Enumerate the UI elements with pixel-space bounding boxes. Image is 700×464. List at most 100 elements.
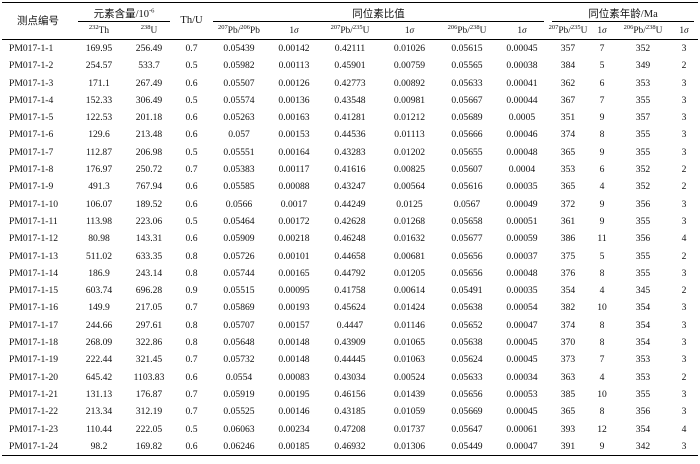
ratio-pb207-u235-cell: 0.43034 [334,371,366,383]
u238-cell: 169.82 [124,437,174,457]
th232-cell: 603.74 [85,285,113,297]
th232-cell: 113.98 [85,215,113,227]
u238-header: 238U [124,22,174,40]
ratio-pb206-u238-sigma-cell: 0.00051 [506,215,538,227]
slash-b: / [350,25,353,36]
ratio-pb207-u235-sigma-cell: 0.01306 [381,437,438,457]
age-pb207-u235-cell: 365 [560,181,576,193]
table-row: PM017-1-7 112.87 206.98 0.5 0.05551 0.00164 0.… [2,144,698,161]
slash-a: / [237,25,241,36]
ratio-pb207-u235-sigma-cell: 0.00825 [393,164,426,176]
age-pb207-u235-cell: 372 [560,198,576,210]
ratio-pb206-u238-sigma-cell: 0.00045 [506,354,538,366]
th-u-cell: 0.6 [185,129,198,141]
slash-c: / [467,25,470,36]
age-pb207-u235-sigma-cell: 9 [599,112,605,124]
ratio-pb207-u235-sigma-cell: 0.01202 [393,146,426,158]
ratio-pb207-u235-cell: 0.44658 [334,250,366,262]
age-pb207-u235-cell: 375 [560,250,576,262]
age-pb207-u235-sigma-cell: 10 [597,388,607,400]
ratio-pb206-u238-sigma-cell: 0.00044 [506,94,538,106]
ratio-pb206-u238-sigma-cell: 0.00047 [496,437,548,457]
u238-cell: 250.72 [135,164,163,176]
age-pb206-u238-sigma-cell: 3 [681,198,687,210]
ratio-pb207-pb206-cell: 0.05383 [223,164,255,176]
table-row: PM017-1-11 113.98 223.06 0.5 0.05464 0.00172 0… [2,213,698,230]
th-u-cell: 0.7 [185,406,198,418]
ratio-pb207-pb206-sigma-cell: 0.00083 [278,371,310,383]
sample-id-cell: PM017-1-3 [9,77,54,89]
ratio-pb207-u235-sigma-cell: 0.00981 [393,94,426,106]
sample-id-header: 测点编号 [2,2,74,40]
ratio-pb207-u235-sigma-cell: 0.01424 [393,302,426,314]
th232-cell: 213.34 [85,406,113,418]
age-pb207-u235-cell: 393 [560,423,576,435]
ratio-pb207-u235-cell: 0.42628 [334,215,366,227]
age-pb206-u238-cell: 345 [635,285,651,297]
u238-cell: 297.61 [135,319,163,331]
table-row: PM017-1-4 152.33 306.49 0.5 0.05574 0.00136 0.… [2,92,698,109]
u-symbol-c: U [580,25,588,36]
u238-cell: 312.19 [135,406,163,418]
ratio-pb206-u238-sigma-cell: 0.00045 [506,337,538,349]
ratio-pb206-u238-cell: 0.05624 [451,354,483,366]
age-pb206-u238-sigma-cell: 3 [681,302,687,314]
sample-id-cell: PM017-1-20 [9,371,59,383]
age-pb207-u235-cell: 374 [560,319,576,331]
ratio-pb207-pb206-sigma-cell: 0.00164 [278,146,310,158]
ratio-pb207-u235-cell: 0.44792 [334,267,366,279]
age-pb206-u238-sigma-cell: 2 [681,181,687,193]
sample-id-cell: PM017-1-8 [9,164,54,176]
ratio-pb207-u235-cell: 0.44536 [334,129,366,141]
table-row: PM017-1-14 186.9 243.14 0.8 0.05744 0.00165 0.… [2,265,698,282]
table-body: PM017-1-1 169.95 256.49 0.7 0.05439 0.00142 0.… [2,40,699,457]
table-row: PM017-1-24 98.2 169.82 0.6 0.06246 0.00185 0.4… [2,437,699,457]
sample-id-cell: PM017-1-1 [9,43,54,54]
ratio-pb207-u235-sigma-cell: 0.01632 [393,233,426,245]
th-u-cell: 0.6 [185,77,198,89]
age-pb207-u235-sigma-cell: 9 [599,215,605,227]
th232-cell: 254.57 [85,60,113,72]
isotope-age-group-header: 同位素年龄/Ma [548,3,698,22]
age-pb206-u238-header: 206Pb/238U [616,22,670,40]
ratio-pb207-u235-cell: 0.42111 [334,43,366,54]
u238-cell: 222.05 [135,423,163,435]
th232-cell: 112.87 [85,146,113,158]
th-u-cell: 0.6 [185,112,198,124]
table-row: PM017-1-5 122.53 201.18 0.6 0.05263 0.00163 0.… [2,109,698,126]
ratio-pb206-u238-sigma-cell: 0.00061 [506,423,538,435]
ratio-pb207-u235-header: 207Pb/235U [319,22,381,40]
ratio-pb206-u238-cell: 0.05655 [451,146,483,158]
table-row: PM017-1-13 511.02 633.35 0.8 0.05726 0.00101 0… [2,248,698,265]
age-pb206-u238-sigma-cell: 3 [681,215,687,227]
ratio-pb207-u235-cell: 0.43283 [334,146,366,158]
ratio-pb206-u238-sigma-cell: 0.00048 [506,146,538,158]
age-pb207-u235-cell: 351 [560,112,576,124]
pb-symbol-f: Pb [633,25,644,36]
age-pb207-u235-cell: 384 [560,60,576,72]
age-pb207-u235-sigma-cell: 8 [599,337,605,349]
ratio-pb207-pb206-cell: 0.05982 [223,60,255,72]
ratio-pb206-u238-cell: 0.05565 [451,60,483,72]
ratio-pb206-u238-cell: 0.05633 [451,371,483,383]
ratio-pb206-u238-sigma-cell: 0.00034 [506,371,538,383]
pb207-mass-c: 207 [548,23,559,31]
ratio-pb207-pb206-sigma-cell: 0.00142 [278,43,310,54]
ratio-pb207-u235-cell: 0.46932 [319,437,381,457]
u238-cell: 321.45 [135,354,163,366]
ratio-pb207-pb206-cell: 0.05551 [223,146,255,158]
age-pb207-u235-sigma-cell: 9 [599,146,605,158]
age-pb206-u238-sigma-cell: 3 [681,388,687,400]
age-pb206-u238-sigma-cell: 3 [681,406,687,418]
age-pb206-u238-cell: 356 [635,233,651,245]
age-pb207-u235-sigma-cell: 7 [599,354,605,366]
ratio-pb207-pb206-cell: 0.05648 [223,337,255,349]
ratio-pb207-pb206-cell: 0.057 [228,129,250,141]
ratio-pb207-u235-sigma-cell: 0.01205 [393,267,426,279]
age-pb207-u235-cell: 386 [560,233,576,245]
ratio-pb206-u238-cell: 0.05638 [451,337,483,349]
sample-id-header-text: 测点编号 [17,16,59,27]
ratio-pb207-pb206-sigma-cell: 0.00148 [278,337,310,349]
ratio-pb206-u238-sigma-cell: 0.00054 [506,302,538,314]
table-header: 测点编号 元素含量/10-6 Th/U 同位素比值 同位素年龄/Ma 232Th… [2,2,699,40]
